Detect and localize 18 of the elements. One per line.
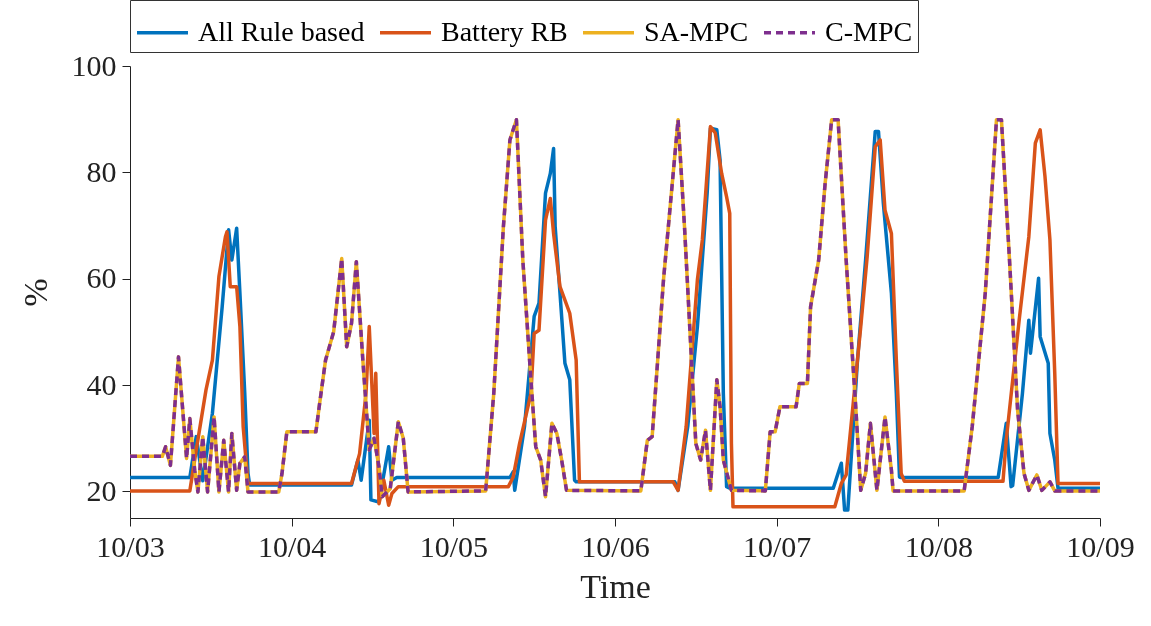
x-axis-title: Time bbox=[580, 567, 651, 605]
legend-label: SA-MPC bbox=[644, 15, 749, 47]
y-tick-label: 20 bbox=[86, 473, 117, 507]
y-tick-label: 80 bbox=[86, 154, 117, 188]
legend-label: All Rule based bbox=[198, 15, 365, 47]
x-tick-label: 10/03 bbox=[96, 529, 165, 563]
x-tick-label: 10/04 bbox=[257, 529, 327, 563]
y-tick-label: 60 bbox=[86, 261, 117, 295]
x-tick-label: 10/09 bbox=[1066, 529, 1135, 563]
y-tick-label: 100 bbox=[71, 48, 117, 82]
legend-label: C-MPC bbox=[825, 15, 913, 47]
x-tick-label: 10/07 bbox=[742, 529, 812, 563]
legend-label: Battery RB bbox=[441, 15, 568, 47]
x-tick-label: 10/06 bbox=[581, 529, 650, 563]
y-tick-label: 40 bbox=[86, 367, 117, 401]
x-tick-label: 10/08 bbox=[904, 529, 974, 563]
y-axis-title: % bbox=[16, 278, 54, 307]
x-tick-label: 10/05 bbox=[419, 529, 489, 563]
